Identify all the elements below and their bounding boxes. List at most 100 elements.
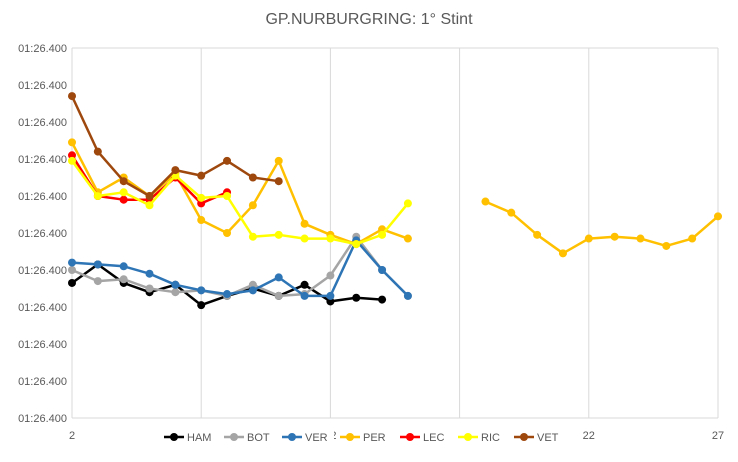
data-point [300, 291, 309, 300]
data-point [223, 229, 232, 237]
legend-swatch-marker [520, 433, 528, 441]
data-point [662, 241, 671, 250]
y-tick-label: 01:26.400 [18, 413, 67, 425]
legend-label: LEC [423, 432, 444, 444]
data-point [300, 234, 309, 243]
data-point [352, 293, 361, 302]
y-tick-label: 01:26.400 [18, 154, 67, 166]
data-point [197, 171, 206, 180]
legend-swatch-marker [230, 433, 238, 441]
data-point [68, 92, 76, 101]
data-point [223, 290, 232, 299]
data-point [119, 188, 128, 197]
data-point [93, 147, 102, 156]
data-point [145, 269, 154, 278]
legend-item-ric: RIC [454, 429, 508, 444]
series-per [68, 138, 722, 258]
data-point [248, 173, 257, 182]
legend-swatch-marker [464, 433, 472, 441]
legend-swatch-marker [288, 433, 296, 441]
data-point [378, 266, 387, 274]
data-point [403, 234, 412, 243]
data-point [93, 277, 102, 286]
data-point [197, 301, 206, 310]
data-point [248, 232, 257, 241]
data-point [223, 192, 232, 200]
data-point [507, 208, 516, 217]
x-tick-label: 27 [712, 430, 724, 442]
data-point [145, 192, 154, 200]
y-tick-label: 01:26.400 [18, 228, 67, 240]
y-tick-label: 01:26.400 [18, 339, 67, 351]
data-point [68, 278, 76, 287]
data-point [68, 151, 76, 160]
data-point [636, 234, 645, 243]
data-point [68, 266, 76, 274]
legend-item-bot: BOT [220, 429, 276, 444]
legend-item-lec: LEC [396, 429, 452, 444]
data-point [403, 291, 412, 300]
series-line [70, 160, 409, 246]
data-point [610, 232, 619, 241]
data-point [68, 258, 76, 267]
data-point [197, 286, 206, 295]
data-point [248, 201, 257, 210]
data-point [403, 199, 412, 208]
data-point [326, 234, 335, 243]
data-point [378, 230, 387, 239]
data-point [197, 199, 206, 208]
data-point [300, 280, 309, 289]
data-point [300, 219, 309, 228]
data-point [274, 291, 283, 300]
legend-item-ham: HAM [160, 429, 218, 444]
data-point [93, 192, 102, 200]
legend-swatch-marker [346, 433, 354, 441]
legend-label: VER [305, 432, 328, 444]
series-line [71, 239, 409, 298]
data-point [248, 280, 257, 289]
data-point [119, 275, 128, 284]
legend-item-vet: VET [510, 429, 560, 444]
data-point [714, 212, 722, 221]
series-layer [68, 92, 722, 310]
data-point [171, 280, 180, 289]
grid-lines [71, 47, 719, 418]
x-tick-label: 2 [69, 430, 75, 442]
y-tick-label: 01:26.400 [18, 302, 67, 314]
legend-item-ver: VER [278, 429, 334, 444]
legend-item-per: PER [336, 429, 394, 444]
data-point [68, 156, 76, 165]
legend: HAM BOT VER PER LEC RIC VET [160, 429, 560, 444]
series-ver [68, 236, 412, 300]
data-point [558, 249, 567, 258]
y-tick-label: 01:26.400 [18, 265, 67, 277]
y-tick-label: 01:26.400 [18, 43, 67, 55]
series-ric [68, 156, 412, 249]
data-point [326, 291, 335, 300]
axes: 271217222701:26.40001:26.40001:26.40001:… [18, 43, 724, 442]
data-point [274, 230, 283, 239]
data-point [352, 240, 361, 249]
data-point [171, 288, 180, 297]
data-point [481, 197, 490, 206]
legend-label: HAM [187, 432, 211, 444]
data-point [223, 156, 232, 165]
data-point [171, 166, 180, 175]
data-point [119, 195, 128, 204]
legend-label: VET [537, 432, 559, 444]
data-point [68, 138, 76, 147]
legend-swatch-marker [170, 433, 178, 441]
data-point [274, 273, 283, 282]
y-tick-label: 01:26.400 [18, 191, 67, 203]
data-point [326, 297, 335, 306]
data-point [274, 177, 283, 186]
data-point [248, 286, 257, 295]
series-vet [68, 92, 283, 200]
data-point [119, 177, 128, 186]
data-point [145, 284, 154, 293]
data-point [119, 262, 128, 271]
chart-title: GP.NURBURGRING: 1° Stint [265, 11, 473, 28]
